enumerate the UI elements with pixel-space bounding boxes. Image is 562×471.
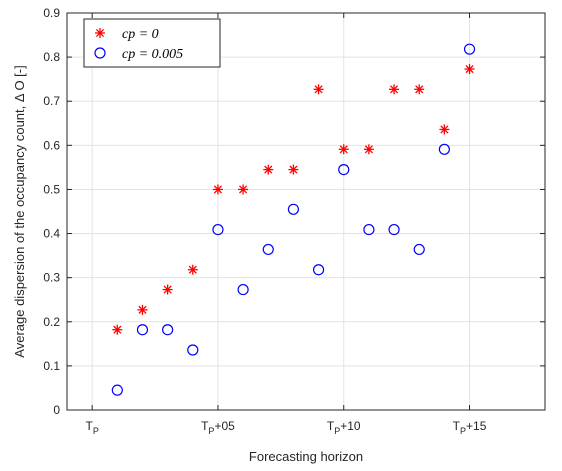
circle-marker xyxy=(287,203,300,215)
x-tick-label: TP xyxy=(85,419,98,436)
asterisk-marker xyxy=(112,324,123,335)
asterisk-marker xyxy=(238,184,249,195)
circle-marker xyxy=(338,163,350,176)
asterisk-marker xyxy=(137,304,148,315)
grid-lines xyxy=(67,12,545,411)
x-tick-label: TP+10 xyxy=(327,419,361,436)
asterisk-marker xyxy=(439,124,450,135)
circle-marker xyxy=(136,324,149,336)
plot-area-frame xyxy=(66,12,546,411)
y-tick-label: 0.8 xyxy=(43,50,60,64)
circle-marker xyxy=(388,223,400,236)
legend-entry-label: cp = 0 xyxy=(122,27,159,42)
y-axis-label: Average dispersion of the occupancy coun… xyxy=(12,65,27,357)
asterisk-marker xyxy=(162,284,173,295)
y-tick-label: 0.9 xyxy=(43,6,60,20)
axis-ticks: 0 0.1 0.2 0.3 0.4 0.5 0.6 0.7 0.8 0.9 TP TP+05 TP+10… xyxy=(43,6,545,436)
circle-marker xyxy=(94,47,106,59)
circle-marker xyxy=(312,264,325,276)
y-tick-label: 0.3 xyxy=(43,271,60,285)
x-tick-label: TP+05 xyxy=(201,419,235,436)
legend-entry-label: cp = 0.005 xyxy=(122,47,183,62)
x-tick-label: TP+15 xyxy=(453,419,487,436)
y-tick-label: 0.7 xyxy=(43,94,60,108)
asterisk-marker xyxy=(95,28,105,38)
circle-marker xyxy=(111,384,123,396)
asterisk-marker xyxy=(288,164,299,175)
asterisk-marker xyxy=(263,164,274,175)
legend: cp = 0 cp = 0.005 xyxy=(83,18,221,68)
asterisk-marker xyxy=(187,264,198,275)
asterisk-marker xyxy=(338,144,349,155)
circle-marker xyxy=(212,223,224,236)
y-tick-label: 0.5 xyxy=(43,182,60,196)
circle-marker xyxy=(237,283,249,296)
circle-marker xyxy=(187,344,199,356)
data-markers xyxy=(111,43,476,396)
asterisk-marker xyxy=(414,84,425,95)
circle-marker xyxy=(413,243,425,256)
asterisk-marker xyxy=(389,84,400,95)
circle-marker xyxy=(438,143,450,155)
circle-marker xyxy=(262,243,274,256)
asterisk-marker xyxy=(464,64,475,75)
y-tick-label: 0.2 xyxy=(43,315,60,329)
y-tick-label: 0.1 xyxy=(43,359,60,373)
legend-box xyxy=(83,18,221,68)
asterisk-marker xyxy=(363,144,374,155)
y-tick-label: 0.4 xyxy=(43,227,60,241)
circle-marker xyxy=(162,324,174,336)
y-tick-label: 0.6 xyxy=(43,138,60,152)
circle-marker xyxy=(463,43,476,55)
asterisk-marker xyxy=(212,184,223,195)
asterisk-marker xyxy=(313,84,324,95)
y-tick-label: 0 xyxy=(53,403,60,417)
x-axis-label: Forecasting horizon xyxy=(249,449,363,464)
circle-marker xyxy=(363,223,375,236)
